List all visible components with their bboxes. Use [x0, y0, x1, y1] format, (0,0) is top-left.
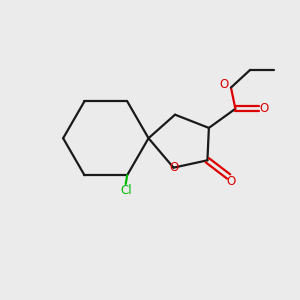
Text: O: O [259, 102, 268, 115]
Text: O: O [220, 77, 229, 91]
Text: O: O [226, 175, 236, 188]
Text: O: O [169, 161, 178, 174]
Text: Cl: Cl [120, 184, 131, 197]
